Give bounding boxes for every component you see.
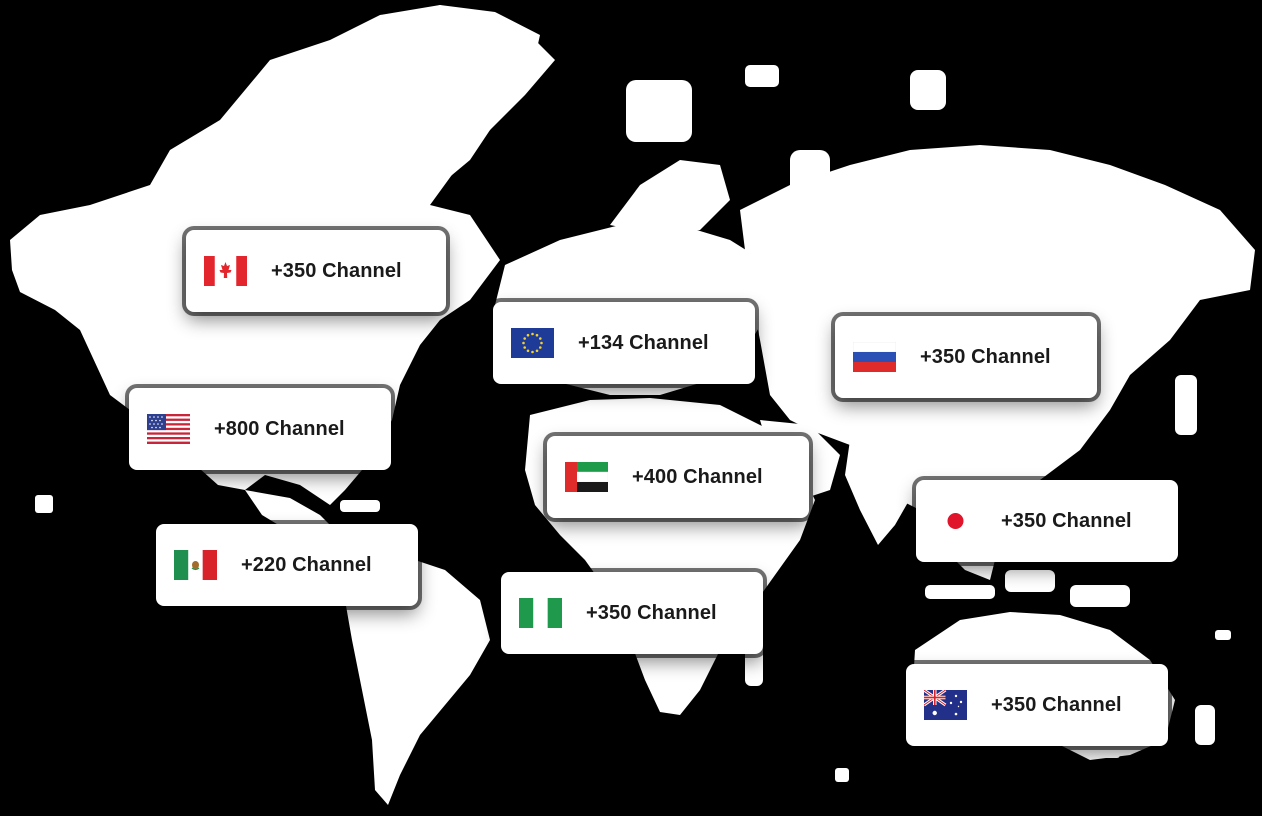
land-arctic-bits <box>790 150 830 210</box>
land-scandinavia <box>610 160 730 235</box>
channel-card-australia[interactable]: +350 Channel <box>906 664 1168 746</box>
land-japan <box>1175 375 1197 435</box>
channel-count-label: +134 Channel <box>578 331 709 354</box>
eu-flag-icon <box>511 328 554 358</box>
channel-count-label: +350 Channel <box>271 259 402 282</box>
channel-card-nigeria[interactable]: +350 Channel <box>501 572 763 654</box>
land-indonesia-2 <box>1005 570 1055 592</box>
russia-flag-icon <box>853 342 896 372</box>
japan-flag-icon <box>934 506 977 536</box>
land-new-guinea <box>1070 585 1130 607</box>
nigeria-flag-icon <box>519 598 562 628</box>
land-falkland <box>835 768 849 782</box>
channel-card-mexico[interactable]: +220 Channel <box>156 524 418 606</box>
usa-flag-icon <box>147 414 190 444</box>
channel-count-label: +350 Channel <box>920 345 1051 368</box>
channel-count-label: +400 Channel <box>632 465 763 488</box>
land-greenland <box>382 5 540 185</box>
land-islet-1 <box>1215 630 1231 640</box>
channel-count-label: +350 Channel <box>586 601 717 624</box>
channel-card-united-states[interactable]: +800 Channel <box>129 388 391 470</box>
land-new-zealand <box>1195 705 1215 745</box>
channel-count-label: +800 Channel <box>214 417 345 440</box>
land-iceland <box>626 80 692 142</box>
channel-card-japan[interactable]: +350 Channel <box>916 480 1178 562</box>
land-novaya-zemlya <box>910 70 946 110</box>
channel-count-label: +350 Channel <box>1001 509 1132 532</box>
land-india <box>845 440 915 545</box>
australia-flag-icon <box>924 690 967 720</box>
channel-card-uae[interactable]: +400 Channel <box>547 436 809 518</box>
land-indonesia-1 <box>925 585 995 599</box>
uae-flag-icon <box>565 462 608 492</box>
channel-card-canada[interactable]: +350 Channel <box>186 230 446 312</box>
mexico-flag-icon <box>174 550 217 580</box>
land-svalbard <box>745 65 779 87</box>
canada-flag-icon <box>204 256 247 286</box>
channel-count-label: +350 Channel <box>991 693 1122 716</box>
channel-card-russia[interactable]: +350 Channel <box>835 316 1097 398</box>
channel-card-european-union[interactable]: +134 Channel <box>493 302 755 384</box>
land-hawaii <box>35 495 53 513</box>
channel-count-label: +220 Channel <box>241 553 372 576</box>
land-south-america <box>345 555 490 805</box>
land-caribbean <box>340 500 380 512</box>
